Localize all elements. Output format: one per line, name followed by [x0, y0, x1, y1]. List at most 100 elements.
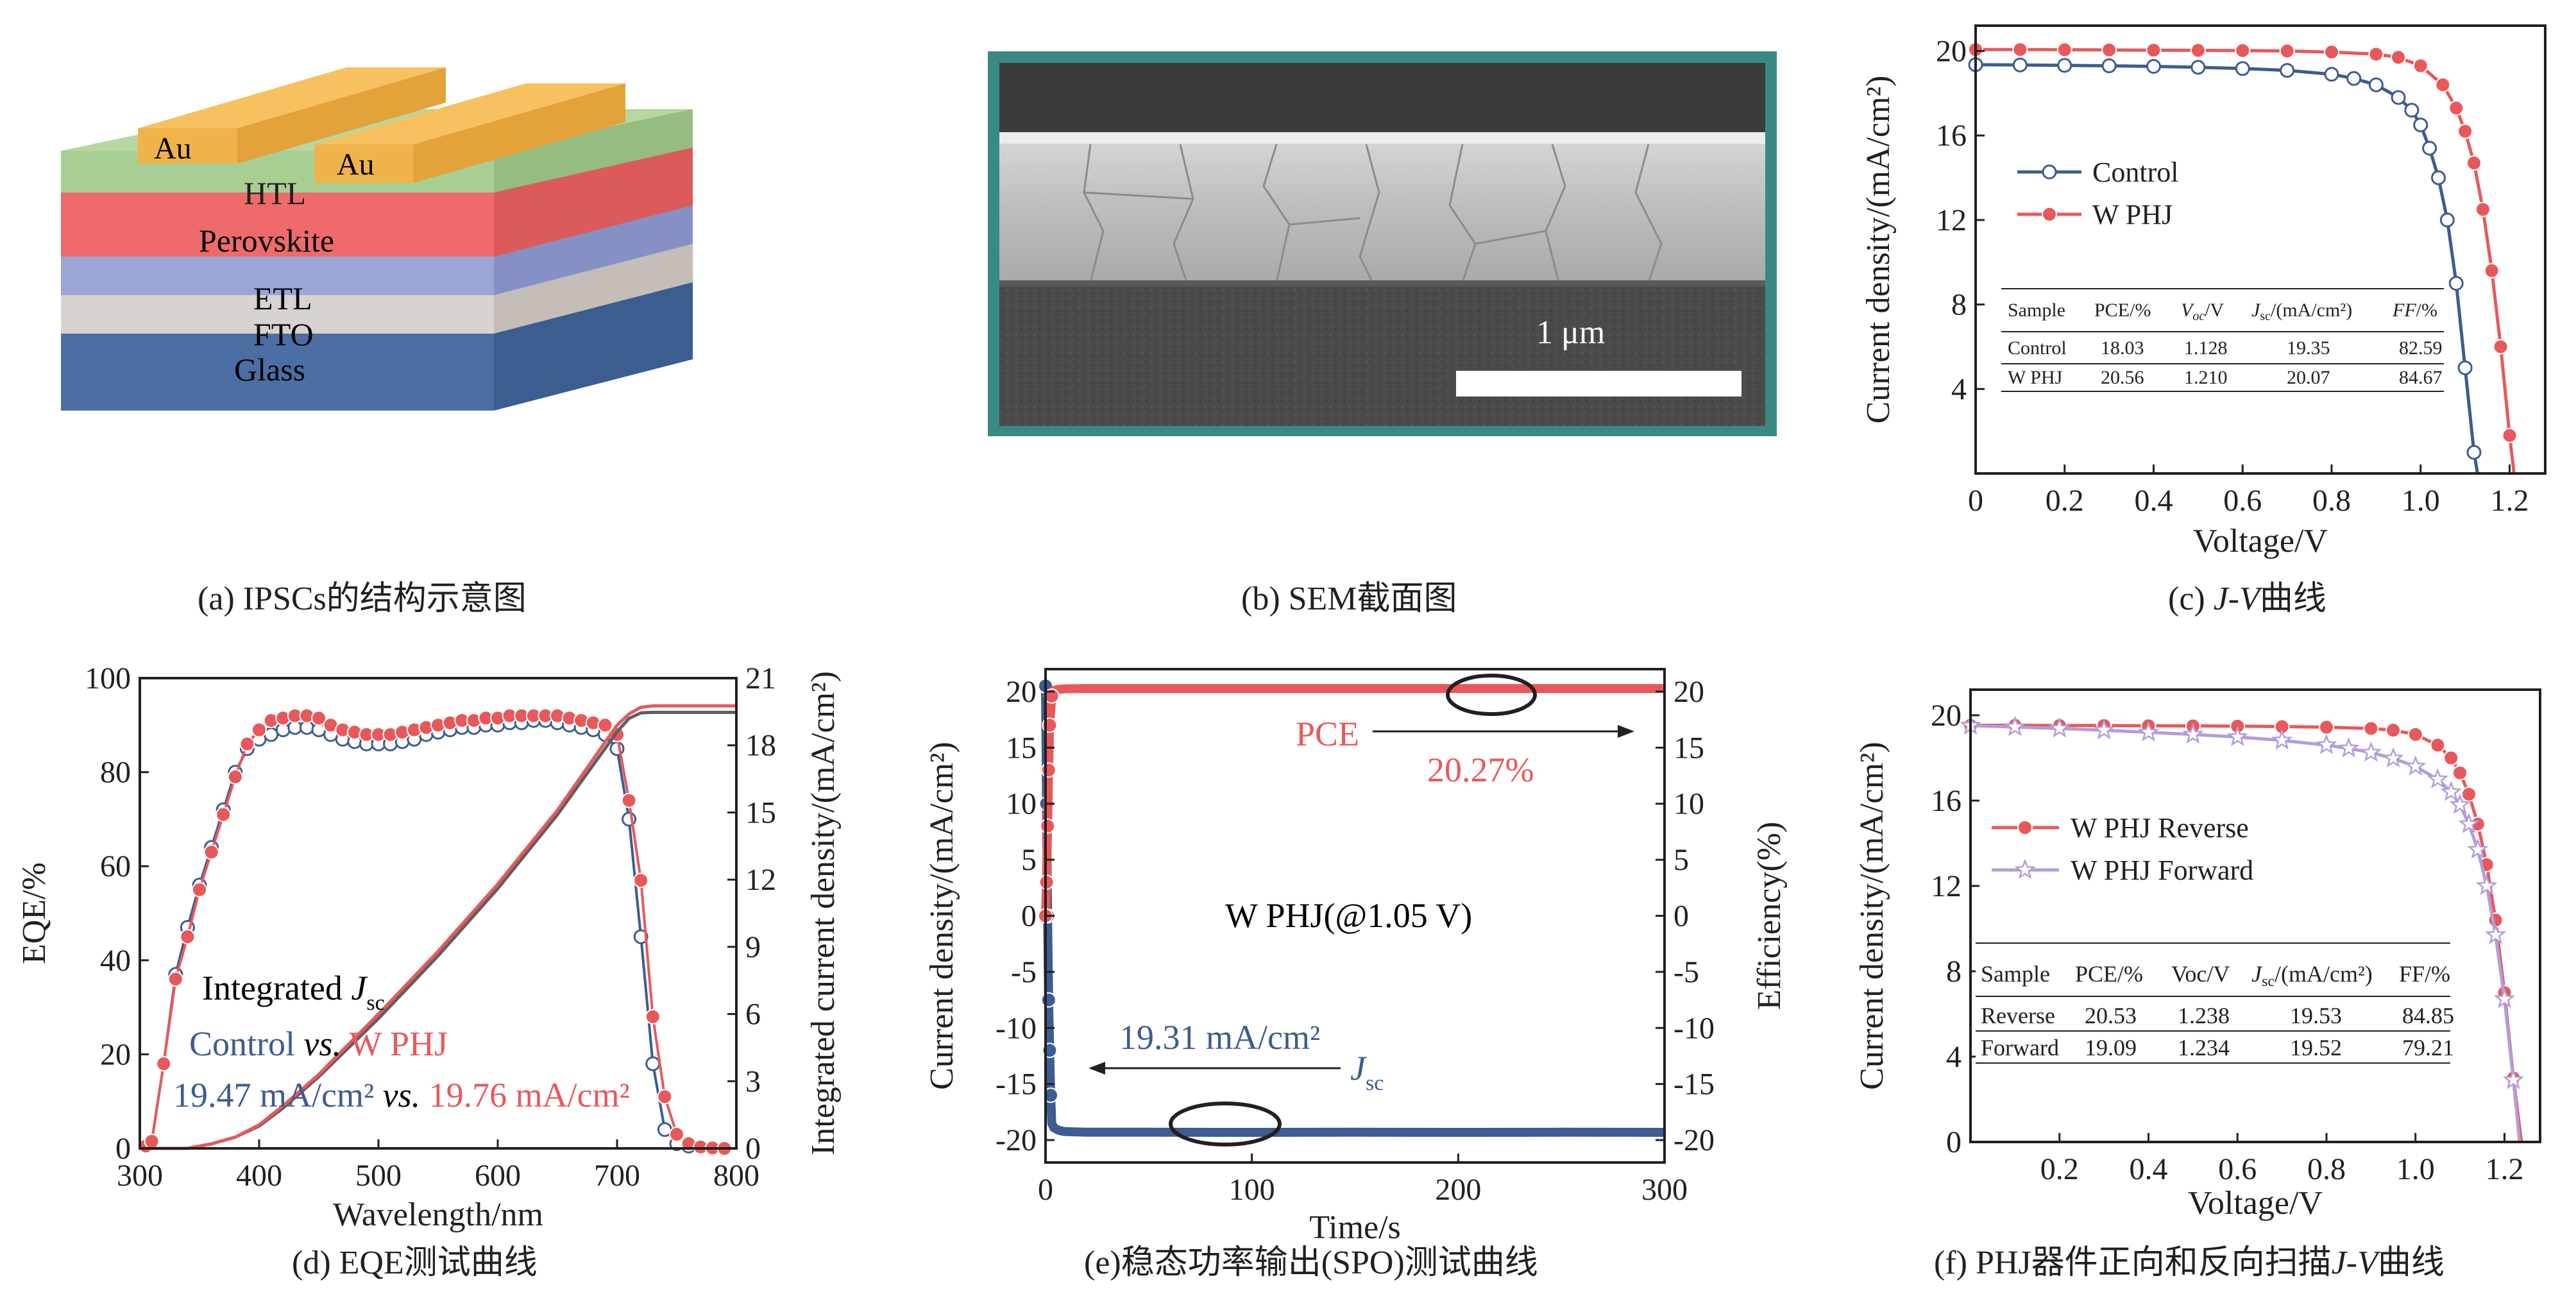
chart-f-frame — [1969, 688, 2541, 1143]
panel-a-device-schematic: Au Au HTL Perovskite ETL FTO Glass (a) I… — [61, 67, 693, 617]
chart-f-xtick-label: 0.2 — [2040, 1152, 2079, 1186]
series-f-point — [2452, 765, 2468, 781]
series-c-point — [2146, 42, 2162, 58]
annot-d-integrated: Integrated Jsc — [202, 969, 385, 1015]
chart-d-ytick-label: 100 — [85, 661, 131, 695]
chart-e-ytick-label: -10 — [996, 1011, 1037, 1045]
annot-e-pce-ellipse — [1446, 674, 1537, 716]
sem-substrate-interface — [999, 280, 1765, 287]
table-f-cell: 20.53 — [2085, 1003, 2137, 1028]
series-f-point — [2004, 715, 2026, 737]
series-c-point — [2190, 60, 2206, 75]
series-c-point — [2324, 67, 2339, 82]
series-c-point — [2012, 42, 2028, 58]
table-c-header-sample: Sample — [2008, 300, 2065, 321]
table-c-header-pce: PCE/% — [2094, 300, 2151, 321]
chart-e-ytick-label: -15 — [996, 1068, 1037, 1102]
table-c-row-control: Control 18.03 1.128 19.35 82.59 — [2008, 337, 2443, 359]
chart-e-right-ytick-label: -10 — [1674, 1011, 1715, 1045]
table-c-cell: 82.59 — [2399, 337, 2443, 359]
annot-d-j: J — [351, 969, 368, 1007]
series-e-point — [1043, 1087, 1059, 1103]
annot-d-integrated-prefix: Integrated — [202, 969, 351, 1007]
caption-c-italic: J-V — [2214, 581, 2263, 617]
chart-e-ytick-label: -5 — [1011, 955, 1037, 989]
caption-b: (b) SEM截面图 — [1241, 581, 1457, 617]
caption-a: (a) IPSCs的结构示意图 — [198, 581, 527, 617]
table-c-cell: 1.128 — [2184, 337, 2228, 359]
series-d-point — [239, 736, 255, 752]
layer-label-glass: Glass — [234, 352, 305, 387]
layer-label-perovskite: Perovskite — [199, 223, 334, 259]
table-c-cell: Control — [2008, 337, 2067, 359]
caption-f-italic: J-V — [2332, 1245, 2381, 1281]
chart-d-xtick-label: 300 — [117, 1159, 163, 1193]
annot-d-values: 19.47 mA/cm² vs. 19.76 mA/cm² — [173, 1076, 630, 1114]
chart-f-ylabel: Current density/(mA/cm²) — [1854, 742, 1890, 1090]
caption-c-prefix: (c) — [2168, 581, 2214, 617]
panel-f-jv-chart: 0.2 0.4 0.6 0.8 1.0 1.2 0 4 8 12 16 20 Voltage/V Curr… — [1854, 688, 2541, 1281]
series-f-point — [2476, 874, 2498, 896]
fto-layer-side — [494, 241, 693, 334]
annot-e-jsc-ellipse — [1169, 1102, 1282, 1146]
table-f-cell: Reverse — [1981, 1003, 2055, 1028]
annot-e-pce-arrowhead — [1618, 725, 1634, 738]
panel-b-sem-image: 1 μm (b) SEM截面图 — [988, 51, 1777, 617]
table-f-row-forward: Forward 19.09 1.234 19.52 79.21 — [1981, 1035, 2454, 1060]
series-d-point — [251, 722, 267, 738]
series-c-point — [2466, 445, 2482, 460]
table-f-cell: 19.53 — [2290, 1003, 2342, 1028]
chart-c-ylabel: Current density/(mA/cm²) — [1860, 76, 1897, 424]
htl-layer-side — [494, 109, 693, 192]
series-c-point — [2404, 103, 2419, 118]
series-c-point — [2466, 155, 2482, 171]
chart-f-legend: W PHJ Reverse W PHJ Forward — [1992, 812, 2253, 886]
chart-c-ytick-label: 16 — [1936, 119, 1967, 153]
table-c-cell: 84.67 — [2399, 367, 2443, 388]
chart-f-ytick-label: 4 — [1946, 1040, 1962, 1074]
chart-f-plot: 0.2 0.4 0.6 0.8 1.0 1.2 0 4 8 12 16 20 Voltage/V Curr… — [1854, 688, 2541, 1222]
series-c-point — [2235, 42, 2251, 58]
annot-d-wphj: W PHJ — [350, 1025, 448, 1063]
table-f-header-ff: FF/% — [2399, 961, 2450, 987]
chart-d-frame — [139, 677, 738, 1150]
caption-d: (d) EQE测试曲线 — [292, 1245, 538, 1281]
table-c-row-wphj: W PHJ 20.56 1.210 20.07 84.67 — [2008, 367, 2443, 388]
series-c-point — [2368, 77, 2384, 92]
etl-layer-side — [494, 202, 693, 295]
series-d-1 — [138, 708, 733, 1156]
chart-c-xtick-label: 0.6 — [2223, 484, 2262, 518]
chart-d-xtick-label: 400 — [236, 1159, 282, 1193]
table-c-cell: 20.56 — [2101, 367, 2144, 388]
chart-c-frame — [1974, 24, 2546, 475]
table-f-header-sample: Sample — [1981, 961, 2050, 987]
chart-e-xtick-label: 0 — [1038, 1173, 1053, 1207]
au-electrode-2-front — [314, 144, 414, 183]
series-d-point — [633, 929, 648, 944]
series-f-point — [2502, 1069, 2525, 1089]
series-f-line — [1970, 724, 2521, 1143]
annot-d-control-value: 19.47 mA/cm² — [173, 1076, 374, 1114]
series-f-point — [2407, 726, 2423, 742]
series-f-point — [2484, 923, 2507, 944]
series-f-point — [2226, 726, 2248, 747]
series-c-point — [2493, 339, 2509, 355]
chart-c-legend: Control W PHJ — [2017, 157, 2178, 230]
series-d-point — [227, 769, 243, 785]
chart-c-plot: 0 0.2 0.4 0.6 0.8 1.0 1.2 4 8 12 16 20 Voltage/V Curr… — [1860, 24, 2546, 559]
caption-f: (f) PHJ器件正向和反向扫描J-V曲线 — [1934, 1245, 2445, 1281]
chart-c-table-bg — [2001, 287, 2450, 400]
series-c-point — [2346, 71, 2362, 86]
chart-d-right-ytick-label: 9 — [745, 930, 761, 964]
sem-grain-boundaries — [1083, 144, 1663, 283]
series-d-point — [311, 710, 326, 726]
chart-d-xtick-label: 700 — [594, 1159, 640, 1193]
layer-label-au-2: Au — [337, 148, 375, 182]
table-f-cell: 84.85 — [2402, 1003, 2454, 1028]
chart-d-ylabel-right: Integrated current density/(mA/cm²) — [805, 671, 842, 1155]
fto-layer-front — [61, 292, 494, 334]
series-f-point — [2430, 737, 2446, 753]
legend-f-swatch-marker — [2017, 820, 2033, 835]
table-f-header-pce: PCE/% — [2075, 961, 2143, 987]
panel-d-eqe-chart: 300 400 500 600 700 8000204060801000369121518… — [16, 661, 842, 1281]
